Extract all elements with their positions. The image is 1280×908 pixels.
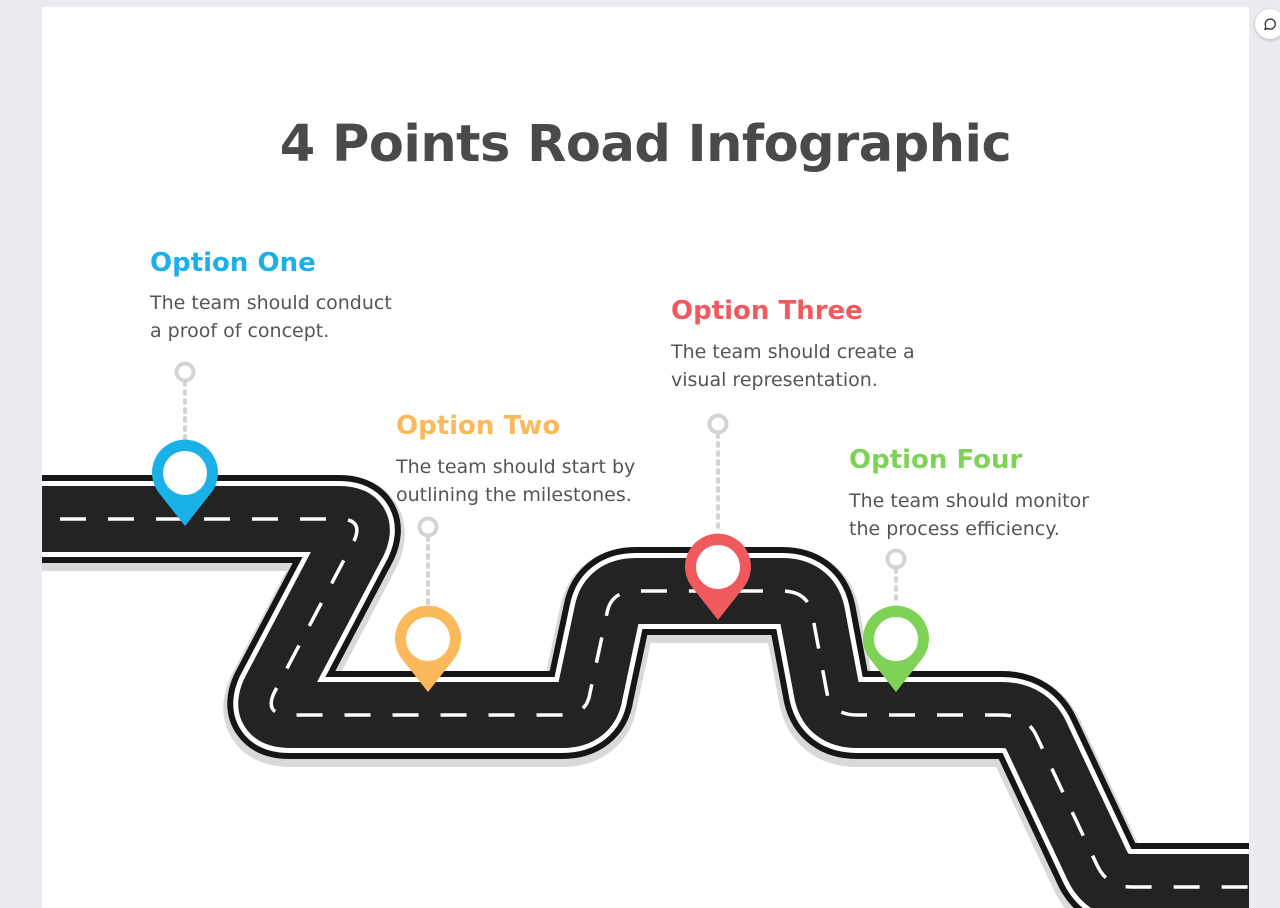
map-pin-hole (696, 545, 740, 589)
option-one-description: The team should conduct a proof of conce… (150, 289, 392, 345)
connector-ring-icon (707, 413, 729, 435)
map-pin-hole (406, 617, 450, 661)
page-title: 4 Points Road Infographic (279, 115, 1012, 174)
pin-option-two (395, 516, 461, 692)
connector-ring-icon (417, 516, 439, 538)
option-one-line-1: The team should conduct (150, 292, 392, 314)
option-four-line-2: the process efficiency. (849, 518, 1060, 540)
option-three-title: Option Three (671, 296, 863, 326)
connector-ring-icon (174, 361, 196, 383)
option-three-line-2: visual representation. (671, 369, 878, 391)
option-three-line-1: The team should create a (671, 341, 915, 363)
connector-ring-icon (885, 548, 907, 570)
option-two-line-1: The team should start by (396, 456, 636, 478)
option-two-line-2: outlining the milestones. (396, 484, 632, 506)
option-two-title: Option Two (396, 411, 561, 441)
option-one-title: Option One (150, 248, 316, 278)
option-one-line-2: a proof of concept. (150, 320, 330, 342)
pin-option-four (863, 548, 929, 692)
map-pin-hole (163, 451, 207, 495)
option-three-description: The team should create a visual represen… (671, 338, 915, 394)
pin-option-three (685, 413, 751, 620)
option-four-title: Option Four (849, 445, 1023, 475)
map-pin-hole (874, 617, 918, 661)
option-four-line-1: The team should monitor (849, 490, 1090, 512)
comment-refresh-button[interactable] (1255, 9, 1280, 39)
pin-option-one (152, 361, 219, 526)
option-two-description: The team should start by outlining the m… (396, 453, 635, 509)
slide-canvas: 4 Points Road Infographic Option One The… (42, 7, 1249, 908)
pins-layer (152, 361, 929, 692)
comment-refresh-icon (1264, 18, 1276, 31)
option-four-description: The team should monitor the process effi… (849, 487, 1089, 543)
